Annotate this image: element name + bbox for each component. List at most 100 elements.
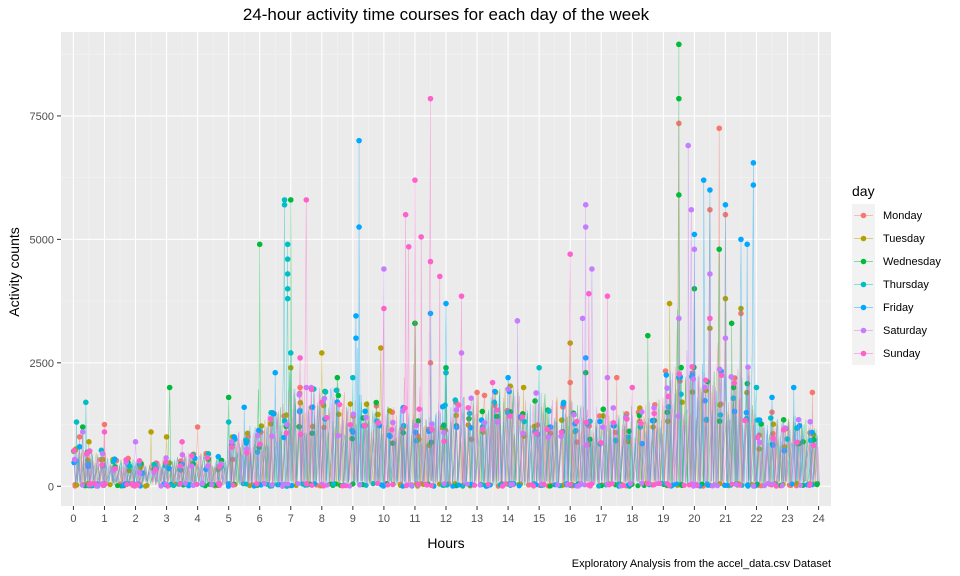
data-point: [231, 434, 238, 440]
data-point: [287, 197, 294, 203]
data-point: [136, 470, 143, 476]
data-point: [596, 483, 602, 489]
data-point: [678, 364, 684, 371]
legend-label: Saturday: [883, 325, 928, 337]
data-point: [709, 483, 716, 489]
data-point: [676, 315, 682, 322]
data-point: [199, 480, 205, 487]
data-point: [629, 384, 636, 391]
series-line: [73, 98, 820, 487]
data-point: [427, 258, 434, 265]
data-point: [587, 483, 593, 489]
data-point: [356, 137, 362, 144]
data-point: [111, 456, 118, 463]
data-point: [728, 374, 735, 380]
data-point: [225, 419, 232, 425]
data-point: [243, 440, 250, 446]
data-point: [796, 423, 803, 429]
data-point: [385, 482, 391, 488]
data-point: [810, 442, 817, 449]
data-point: [83, 399, 89, 406]
data-point: [750, 182, 757, 188]
data-point: [439, 403, 446, 410]
data-point: [536, 364, 542, 371]
data-point: [182, 480, 188, 487]
data-point: [520, 384, 527, 391]
legend-item-wednesday: Wednesday: [852, 250, 941, 273]
legend-key-point: [860, 304, 867, 311]
y-tick-label: 5000: [30, 234, 54, 246]
y-axis-title: Activity counts: [6, 227, 22, 316]
data-point: [390, 482, 396, 488]
x-tick-label: 19: [657, 513, 669, 525]
data-point: [295, 481, 301, 487]
data-point: [101, 421, 108, 428]
data-point: [657, 481, 663, 487]
data-point: [413, 422, 420, 429]
data-point: [716, 246, 723, 253]
data-point: [284, 256, 291, 262]
data-point: [256, 241, 263, 248]
data-point: [685, 142, 691, 149]
data-point: [544, 426, 551, 433]
data-point: [597, 418, 603, 425]
data-point: [688, 206, 695, 213]
data-point: [624, 416, 630, 422]
data-point: [716, 366, 723, 373]
data-point: [308, 386, 315, 393]
data-point: [363, 414, 369, 421]
data-point: [694, 482, 700, 489]
data-point: [729, 481, 735, 487]
data-point: [456, 482, 462, 488]
data-point: [74, 482, 80, 488]
data-point: [600, 406, 607, 413]
data-point: [707, 187, 713, 193]
data-point: [283, 430, 290, 436]
data-point: [166, 384, 173, 391]
data-point: [100, 482, 106, 489]
data-point: [465, 404, 472, 411]
x-tick-label: 24: [812, 513, 824, 525]
legend-item-saturday: Saturday: [852, 319, 928, 342]
data-point: [691, 246, 698, 253]
data-point: [489, 379, 496, 386]
data-point: [272, 369, 279, 376]
data-point: [356, 224, 362, 230]
data-point: [362, 408, 368, 415]
x-tick-label: 13: [471, 513, 483, 525]
data-point: [452, 397, 459, 403]
data-point: [610, 419, 617, 426]
x-tick-label: 0: [70, 513, 76, 525]
legend-key-point: [860, 327, 867, 334]
legend-label: Thursday: [883, 279, 929, 291]
legend-key-point: [860, 258, 867, 265]
data-point: [284, 241, 291, 248]
legend: day Monday Tuesday Wednesday Thursday Friday…: [852, 183, 941, 365]
data-point: [583, 419, 590, 426]
data-point: [766, 480, 772, 487]
data-point: [681, 482, 687, 488]
data-point: [177, 481, 183, 487]
x-tick-label: 5: [226, 513, 232, 525]
data-point: [408, 482, 415, 489]
data-point: [229, 444, 235, 450]
data-point: [124, 481, 130, 488]
data-point: [651, 482, 658, 488]
data-point: [742, 417, 748, 424]
data-point: [189, 463, 195, 469]
data-point: [112, 465, 119, 472]
data-point: [287, 350, 294, 356]
data-point: [780, 427, 787, 433]
data-point: [567, 481, 573, 488]
x-tick-label: 4: [195, 513, 201, 525]
x-tick-label: 17: [595, 513, 607, 525]
data-point: [353, 313, 359, 319]
data-point: [567, 251, 573, 257]
data-point: [666, 300, 673, 307]
data-point: [381, 305, 387, 312]
data-point: [377, 345, 384, 351]
legend-key-point: [860, 350, 867, 357]
data-point: [466, 410, 473, 417]
data-point: [809, 389, 816, 396]
